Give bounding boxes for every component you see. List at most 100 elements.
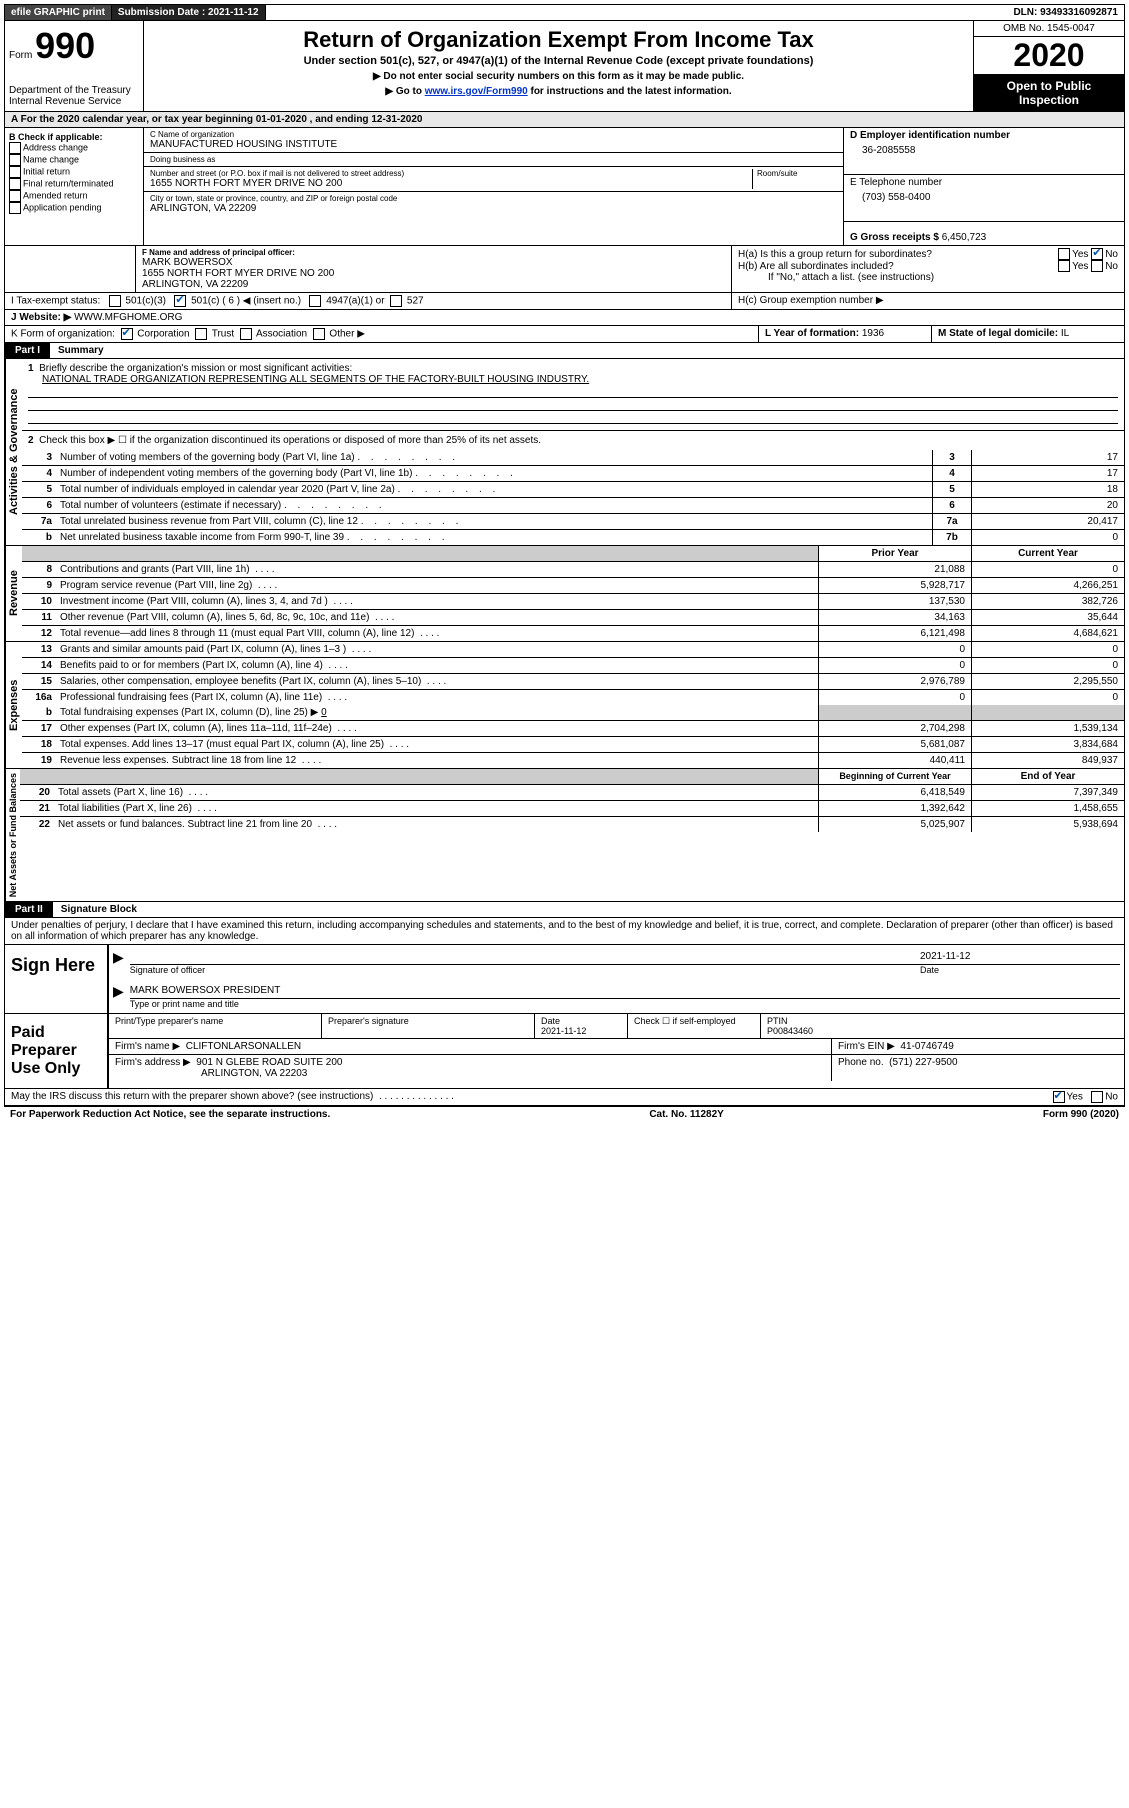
- firm-addr2: ARLINGTON, VA 22203: [115, 1068, 825, 1079]
- declaration: Under penalties of perjury, I declare th…: [4, 918, 1125, 945]
- arrow-icon: ▶: [113, 949, 124, 975]
- inspection-1: Open to Public: [978, 79, 1120, 93]
- line-num: 13: [22, 642, 56, 657]
- fin-row: 12 Total revenue—add lines 8 through 11 …: [22, 626, 1124, 641]
- cb-501c3[interactable]: [109, 295, 121, 307]
- curr-val: 849,937: [971, 753, 1124, 768]
- street-value: 1655 NORTH FORT MYER DRIVE NO 200: [150, 178, 748, 189]
- line-num: 12: [22, 626, 56, 641]
- arrow-icon-2: ▶: [113, 983, 124, 1009]
- header-sub1: Under section 501(c), 527, or 4947(a)(1)…: [148, 55, 969, 67]
- fin-row: 11 Other revenue (Part VIII, column (A),…: [22, 610, 1124, 626]
- checkbox-final[interactable]: [9, 178, 21, 190]
- gov-row: b Net unrelated business taxable income …: [22, 530, 1124, 545]
- discuss-no-cb[interactable]: [1091, 1091, 1103, 1103]
- prior-val: 5,681,087: [818, 737, 971, 752]
- hdr-curr: Current Year: [971, 546, 1124, 561]
- opt-initial: Initial return: [23, 166, 70, 176]
- ptin-label: PTIN: [767, 1016, 1118, 1026]
- l2: Check this box ▶ ☐ if the organization d…: [39, 435, 541, 446]
- officer-print-label: Type or print name and title: [130, 999, 1120, 1009]
- discuss-yes-cb[interactable]: [1053, 1091, 1065, 1103]
- ha-yes-checkbox[interactable]: [1058, 248, 1070, 260]
- line-desc: Total number of volunteers (estimate if …: [56, 498, 932, 513]
- checkbox-pending[interactable]: [9, 202, 21, 214]
- box-b: B Check if applicable: Address change Na…: [5, 128, 144, 245]
- ha-no-checkbox[interactable]: [1091, 248, 1103, 260]
- line-box: 4: [932, 466, 971, 481]
- firm-name: CLIFTONLARSONALLEN: [186, 1041, 301, 1052]
- line-num: 5: [22, 482, 56, 497]
- cb-501c[interactable]: [174, 295, 186, 307]
- side-governance: Activities & Governance: [5, 359, 22, 545]
- curr-val: 1,539,134: [971, 721, 1124, 736]
- checkbox-name[interactable]: [9, 154, 21, 166]
- dln-value: 93493316092871: [1040, 7, 1118, 18]
- gross-value: 6,450,723: [942, 232, 987, 243]
- cb-4947[interactable]: [309, 295, 321, 307]
- opt-4947: 4947(a)(1) or: [326, 296, 384, 307]
- cb-corp[interactable]: [121, 328, 133, 340]
- cb-527[interactable]: [390, 295, 402, 307]
- firm-addr1: 901 N GLEBE ROAD SUITE 200: [196, 1057, 342, 1068]
- cb-trust[interactable]: [195, 328, 207, 340]
- checkbox-address[interactable]: [9, 142, 21, 154]
- line-desc: Investment income (Part VIII, column (A)…: [56, 594, 818, 609]
- hb-yes: Yes: [1072, 261, 1088, 272]
- efile-button[interactable]: efile GRAPHIC print: [5, 5, 112, 20]
- firm-ein: 41-0746749: [900, 1041, 953, 1052]
- form-label: Form: [9, 50, 32, 61]
- prior-val: 2,976,789: [818, 674, 971, 689]
- part1-header: Part I: [5, 343, 50, 358]
- line-desc: Benefits paid to or for members (Part IX…: [56, 658, 818, 673]
- domicile: IL: [1061, 328, 1069, 339]
- cb-other[interactable]: [313, 328, 325, 340]
- line-desc: Grants and similar amounts paid (Part IX…: [56, 642, 818, 657]
- header-sub3b: for instructions and the latest informat…: [528, 86, 732, 97]
- discuss-text: May the IRS discuss this return with the…: [11, 1091, 373, 1102]
- form-title: Return of Organization Exempt From Incom…: [148, 27, 969, 53]
- opt-name: Name change: [23, 154, 79, 164]
- sig-officer-label: Signature of officer: [130, 965, 920, 975]
- submission-label: Submission Date :: [118, 7, 205, 18]
- line-a: A For the 2020 calendar year, or tax yea…: [4, 112, 1125, 128]
- line-desc: Total liabilities (Part X, line 26) . . …: [54, 801, 818, 816]
- line-box: 7b: [932, 530, 971, 545]
- fin-row: 15 Salaries, other compensation, employe…: [22, 674, 1124, 690]
- instructions-link[interactable]: www.irs.gov/Form990: [425, 86, 528, 97]
- checkbox-initial[interactable]: [9, 166, 21, 178]
- fin-row: 22 Net assets or fund balances. Subtract…: [20, 817, 1124, 832]
- line-desc: Program service revenue (Part VIII, line…: [56, 578, 818, 593]
- footer-mid: Cat. No. 11282Y: [649, 1109, 723, 1120]
- line-desc: Other expenses (Part IX, column (A), lin…: [56, 721, 818, 736]
- firm-phone-label: Phone no.: [838, 1057, 884, 1068]
- curr-val: 3,834,684: [971, 737, 1124, 752]
- line-num: 22: [20, 817, 54, 832]
- fin-row: 18 Total expenses. Add lines 13–17 (must…: [22, 737, 1124, 753]
- domicile-label: M State of legal domicile:: [938, 328, 1058, 339]
- line-num: 19: [22, 753, 56, 768]
- discuss-yes: Yes: [1067, 1092, 1083, 1103]
- tax-status-label: I Tax-exempt status:: [11, 296, 100, 307]
- firm-name-label: Firm's name ▶: [115, 1041, 180, 1052]
- line-desc: Total revenue—add lines 8 through 11 (mu…: [56, 626, 818, 641]
- line-num: 20: [20, 785, 54, 800]
- hdr-end: End of Year: [971, 769, 1124, 784]
- prior-val: 0: [818, 658, 971, 673]
- line-desc: Salaries, other compensation, employee b…: [56, 674, 818, 689]
- fin-row: 19 Revenue less expenses. Subtract line …: [22, 753, 1124, 768]
- hb-no-checkbox[interactable]: [1091, 260, 1103, 272]
- prep-date: 2021-11-12: [541, 1026, 621, 1036]
- checkbox-amended[interactable]: [9, 190, 21, 202]
- line-val: 17: [971, 466, 1124, 481]
- hb-yes-checkbox[interactable]: [1058, 260, 1070, 272]
- curr-val: 5,938,694: [971, 817, 1124, 832]
- org-name: MANUFACTURED HOUSING INSTITUTE: [150, 139, 837, 150]
- line-num: 10: [22, 594, 56, 609]
- cb-assoc[interactable]: [240, 328, 252, 340]
- hc-label: H(c) Group exemption number ▶: [732, 293, 1124, 309]
- header-sub3a: ▶ Go to: [385, 86, 424, 97]
- inspection-2: Inspection: [978, 93, 1120, 107]
- curr-val: 0: [971, 562, 1124, 577]
- gross-label: G Gross receipts $: [850, 232, 939, 243]
